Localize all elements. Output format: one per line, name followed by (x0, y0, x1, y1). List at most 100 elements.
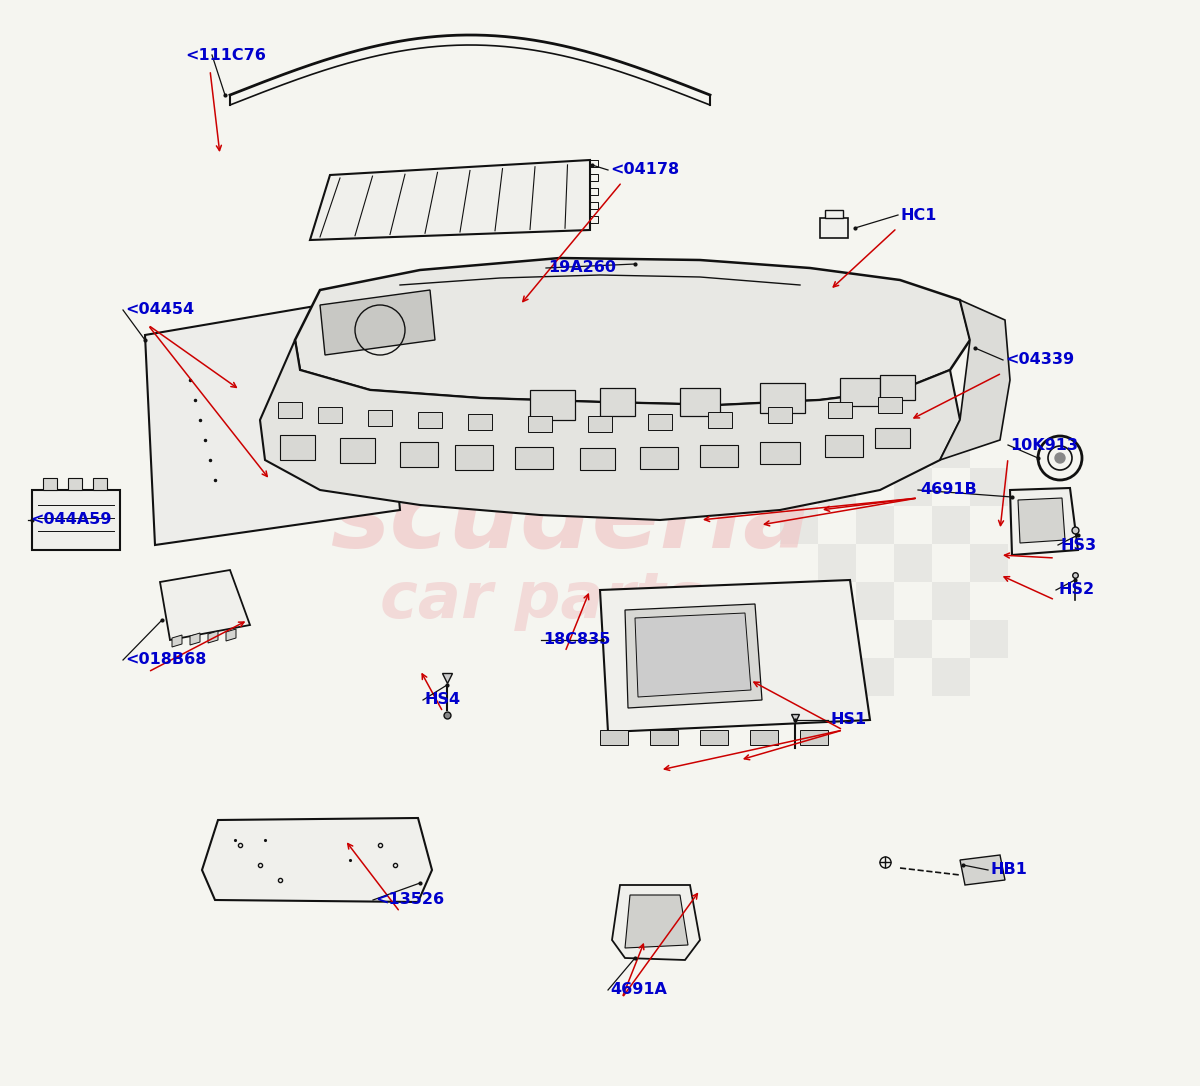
Polygon shape (760, 383, 805, 413)
Polygon shape (280, 435, 314, 460)
Bar (856, 658, 894, 696)
Bar (648, 414, 672, 430)
Text: <04178: <04178 (610, 163, 679, 177)
Polygon shape (340, 438, 374, 463)
Bar (818, 620, 856, 658)
Polygon shape (94, 478, 107, 490)
Bar (768, 407, 792, 424)
Polygon shape (625, 895, 688, 948)
Polygon shape (625, 604, 762, 708)
Polygon shape (875, 428, 910, 449)
Bar (970, 544, 1008, 582)
Bar (780, 582, 818, 620)
Polygon shape (612, 885, 700, 960)
Text: <04454: <04454 (125, 303, 194, 317)
Polygon shape (600, 388, 635, 416)
Bar (932, 430, 970, 468)
Polygon shape (310, 160, 590, 240)
Polygon shape (635, 613, 751, 697)
Polygon shape (600, 580, 870, 732)
Bar (318, 407, 342, 424)
Bar (970, 620, 1008, 658)
Text: HS2: HS2 (1058, 582, 1094, 597)
Polygon shape (226, 629, 236, 641)
Bar (468, 414, 492, 430)
Polygon shape (700, 730, 728, 745)
Polygon shape (455, 445, 493, 470)
Bar (588, 416, 612, 432)
Polygon shape (800, 730, 828, 745)
Bar (856, 506, 894, 544)
Text: 4691B: 4691B (920, 482, 977, 497)
Text: <111C76: <111C76 (185, 48, 266, 63)
Text: HS1: HS1 (830, 712, 866, 728)
Polygon shape (826, 435, 863, 457)
Text: scuderia: scuderia (330, 471, 811, 568)
Polygon shape (820, 218, 848, 238)
Bar (970, 468, 1008, 506)
Bar (878, 397, 902, 413)
Bar (780, 506, 818, 544)
Polygon shape (530, 390, 575, 420)
Polygon shape (1010, 488, 1078, 555)
Circle shape (1055, 453, 1066, 463)
Polygon shape (760, 442, 800, 464)
Polygon shape (650, 730, 678, 745)
Bar (818, 544, 856, 582)
Polygon shape (880, 375, 916, 400)
Text: 19A260: 19A260 (548, 261, 616, 276)
Text: HC1: HC1 (900, 207, 936, 223)
Text: <044A59: <044A59 (30, 513, 112, 528)
Text: <018B68: <018B68 (125, 653, 206, 668)
Text: <04339: <04339 (1006, 353, 1074, 367)
Polygon shape (640, 447, 678, 469)
Polygon shape (43, 478, 58, 490)
Bar (708, 412, 732, 428)
Bar (418, 412, 442, 428)
Bar (818, 468, 856, 506)
Text: HS3: HS3 (1060, 538, 1096, 553)
Polygon shape (320, 290, 436, 355)
Bar (932, 506, 970, 544)
Polygon shape (260, 340, 960, 520)
Text: car parts: car parts (380, 569, 703, 631)
Bar (368, 411, 392, 426)
Polygon shape (160, 570, 250, 640)
Text: HB1: HB1 (990, 862, 1027, 877)
Polygon shape (202, 818, 432, 902)
Polygon shape (172, 635, 182, 647)
Bar (278, 402, 302, 418)
Polygon shape (960, 855, 1006, 885)
Bar (856, 582, 894, 620)
Polygon shape (68, 478, 82, 490)
Bar (894, 544, 932, 582)
Text: HS4: HS4 (425, 693, 461, 707)
Polygon shape (840, 378, 880, 406)
Polygon shape (208, 631, 218, 643)
Polygon shape (826, 210, 842, 218)
Polygon shape (32, 490, 120, 550)
Polygon shape (580, 449, 616, 470)
Text: <13526: <13526 (374, 893, 444, 908)
Polygon shape (295, 258, 970, 405)
Polygon shape (700, 445, 738, 467)
Bar (894, 620, 932, 658)
Text: 10K913: 10K913 (1010, 438, 1078, 453)
Polygon shape (620, 262, 648, 282)
Bar (932, 582, 970, 620)
Bar (780, 658, 818, 696)
Text: 4691A: 4691A (610, 983, 667, 998)
Polygon shape (1018, 498, 1066, 543)
Polygon shape (600, 730, 628, 745)
Polygon shape (190, 633, 200, 645)
Polygon shape (515, 447, 553, 469)
Bar (528, 416, 552, 432)
Polygon shape (680, 388, 720, 416)
Text: 18C835: 18C835 (542, 632, 611, 647)
Bar (932, 658, 970, 696)
Polygon shape (750, 730, 778, 745)
Polygon shape (145, 295, 400, 545)
Polygon shape (940, 300, 1010, 460)
Polygon shape (400, 442, 438, 467)
Bar (828, 402, 852, 418)
